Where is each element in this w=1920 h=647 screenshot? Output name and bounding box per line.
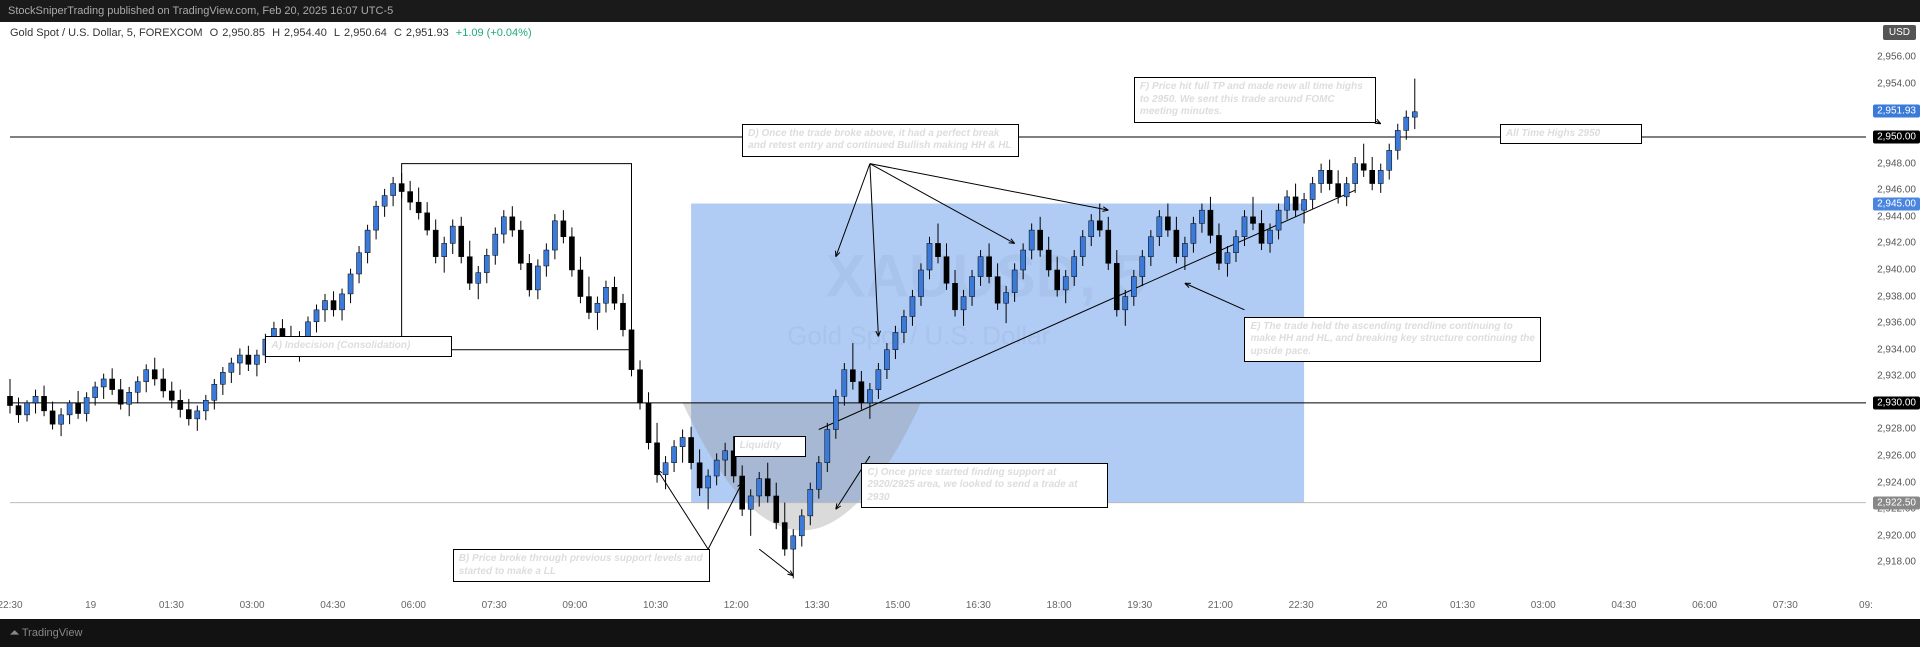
y-tick: 2,938.00 bbox=[1877, 291, 1916, 302]
y-tick: 2,942.00 bbox=[1877, 238, 1916, 249]
x-tick: 10:30 bbox=[643, 600, 668, 611]
x-tick: 12:00 bbox=[724, 600, 749, 611]
y-price-label: 2,951.93 bbox=[1873, 105, 1920, 118]
x-tick: 03:00 bbox=[1531, 600, 1556, 611]
y-tick: 2,946.00 bbox=[1877, 185, 1916, 196]
y-price-label: 2,930.00 bbox=[1873, 396, 1920, 409]
symbol: Gold Spot / U.S. Dollar, 5, FOREXCOM bbox=[10, 27, 203, 39]
annotation-c: C) Once price started finding support at… bbox=[861, 463, 1108, 509]
y-price-label: 2,945.00 bbox=[1873, 197, 1920, 210]
footer-logo: ⏶ TradingView bbox=[0, 619, 1920, 647]
annotation-d: D) Once the trade broke above, it had a … bbox=[742, 124, 1019, 157]
x-tick: 13:30 bbox=[804, 600, 829, 611]
x-tick: 04:30 bbox=[1611, 600, 1636, 611]
x-tick: 20 bbox=[1376, 600, 1387, 611]
annotation-e: E) The trade held the ascending trendlin… bbox=[1244, 317, 1541, 363]
x-tick: 01:30 bbox=[159, 600, 184, 611]
x-tick: 21:00 bbox=[1208, 600, 1233, 611]
x-tick: 19:30 bbox=[1127, 600, 1152, 611]
x-tick: 07:30 bbox=[1773, 600, 1798, 611]
x-tick: 09: bbox=[1859, 600, 1873, 611]
y-tick: 2,954.00 bbox=[1877, 78, 1916, 89]
y-tick: 2,940.00 bbox=[1877, 264, 1916, 275]
y-tick: 2,944.00 bbox=[1877, 211, 1916, 222]
y-tick: 2,918.00 bbox=[1877, 557, 1916, 568]
price-chart[interactable]: XAUUSD, 5Gold Spot / U.S. Dollar bbox=[0, 22, 1920, 619]
annotation-f: F) Price hit full TP and made new all ti… bbox=[1134, 77, 1376, 123]
y-price-label: 2,922.50 bbox=[1873, 496, 1920, 509]
x-tick: 01:30 bbox=[1450, 600, 1475, 611]
y-tick: 2,934.00 bbox=[1877, 344, 1916, 355]
y-tick: 2,948.00 bbox=[1877, 158, 1916, 169]
x-tick: 15:00 bbox=[885, 600, 910, 611]
x-tick: 22:30 bbox=[0, 600, 23, 611]
x-axis: 22:30 19 01:30 03:00 04:30 06:00 07:30 09:00 10:… bbox=[10, 589, 1866, 619]
x-tick: 22:30 bbox=[1289, 600, 1314, 611]
annotation-ath: All Time Highs 2950 bbox=[1500, 124, 1642, 145]
y-tick: 2,932.00 bbox=[1877, 371, 1916, 382]
x-tick: 19 bbox=[85, 600, 96, 611]
y-tick: 2,924.00 bbox=[1877, 477, 1916, 488]
x-tick: 16:30 bbox=[966, 600, 991, 611]
annotation-liq: Liquidity bbox=[734, 436, 806, 457]
currency-badge[interactable]: USD bbox=[1883, 25, 1916, 40]
y-tick: 2,926.00 bbox=[1877, 451, 1916, 462]
y-price-label: 2,950.00 bbox=[1873, 131, 1920, 144]
x-tick: 03:00 bbox=[240, 600, 265, 611]
x-tick: 09:00 bbox=[562, 600, 587, 611]
x-tick: 04:30 bbox=[320, 600, 345, 611]
x-tick: 07:30 bbox=[482, 600, 507, 611]
annotation-a: A) Indecision (Consolidation) bbox=[265, 336, 452, 357]
y-tick: 2,936.00 bbox=[1877, 318, 1916, 329]
chart-area[interactable]: Gold Spot / U.S. Dollar, 5, FOREXCOM O2,… bbox=[0, 22, 1920, 619]
y-tick: 2,928.00 bbox=[1877, 424, 1916, 435]
annotation-b: B) Price broke through previous support … bbox=[453, 549, 710, 582]
y-tick: 2,956.00 bbox=[1877, 52, 1916, 63]
x-tick: 06:00 bbox=[1692, 600, 1717, 611]
y-axis: 2,918.002,920.002,922.002,924.002,926.00… bbox=[1870, 22, 1920, 589]
topbar: StockSniperTrading published on TradingV… bbox=[0, 0, 1920, 22]
x-tick: 18:00 bbox=[1047, 600, 1072, 611]
x-tick: 06:00 bbox=[401, 600, 426, 611]
symbol-info: Gold Spot / U.S. Dollar, 5, FOREXCOM O2,… bbox=[10, 27, 536, 39]
y-tick: 2,920.00 bbox=[1877, 530, 1916, 541]
